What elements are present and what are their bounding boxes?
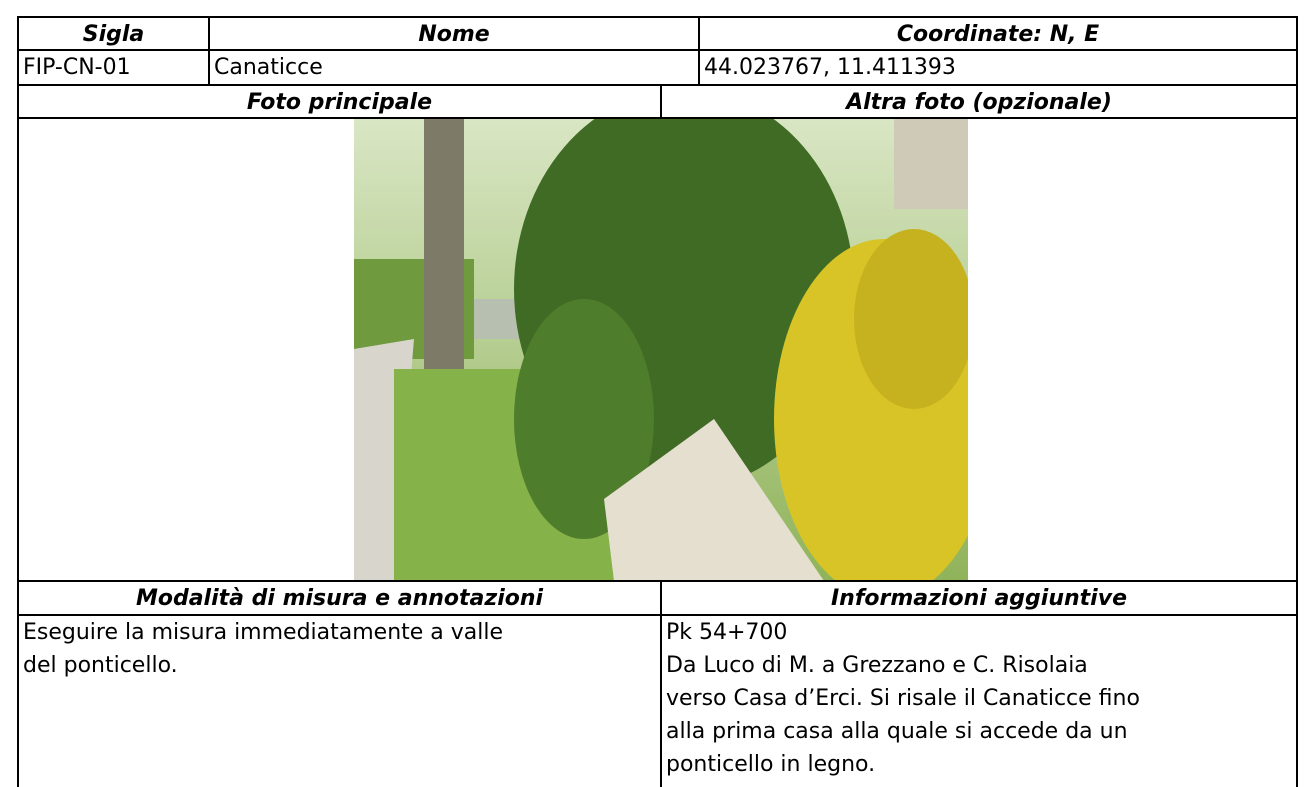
info-cell: Pk 54+700 Da Luco di M. a Grezzano e C. R…	[660, 614, 1298, 787]
cell: Canaticce	[208, 49, 698, 84]
cell: FIP-CN-01	[17, 49, 208, 84]
text-line: alla prima casa alla quale si accede da …	[666, 719, 1128, 744]
header-cell: Modalità di misura e annotazioni	[17, 580, 660, 614]
photo	[354, 119, 968, 580]
text-line: ponticello in legno.	[666, 752, 876, 777]
header-cell: Nome	[208, 16, 698, 49]
header-cell: Altra foto (opzionale)	[660, 84, 1298, 117]
text-line: Da Luco di M. a Grezzano e C. Risolaia	[666, 653, 1088, 678]
header-cell: Coordinate: N, E	[698, 16, 1298, 49]
photo-cell	[17, 117, 1298, 580]
notes-cell: Eseguire la misura immediatamente a vall…	[17, 614, 660, 787]
header-cell: Informazioni aggiuntive	[660, 580, 1298, 614]
header-cell: Foto principale	[17, 84, 660, 117]
text-line: Eseguire la misura immediatamente a vall…	[23, 620, 504, 645]
header-cell: Sigla	[17, 16, 208, 49]
cell: 44.023767, 11.411393	[698, 49, 1298, 84]
text-line: del ponticello.	[23, 653, 178, 678]
text-line: Pk 54+700	[666, 620, 788, 645]
text-line: verso Casa d’Erci. Si risale il Canaticc…	[666, 686, 1140, 711]
